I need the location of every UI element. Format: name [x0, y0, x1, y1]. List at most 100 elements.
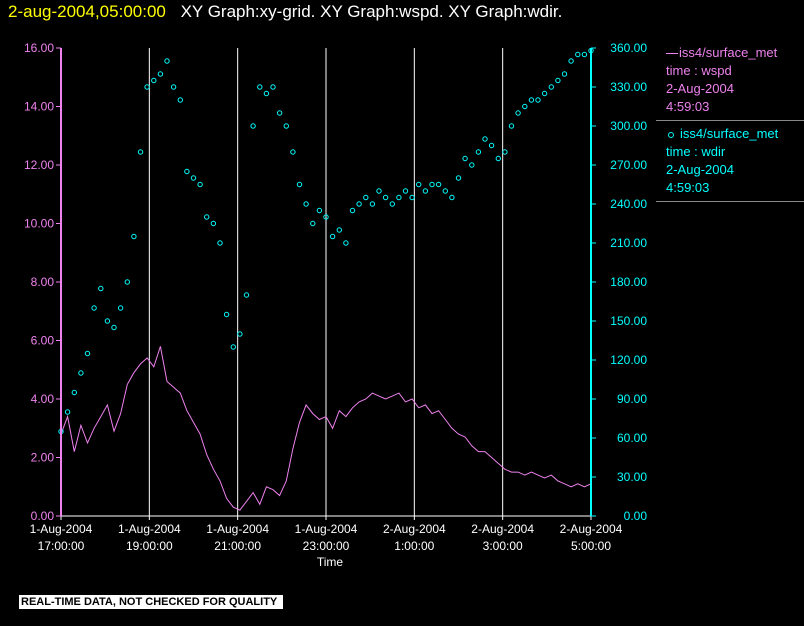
y-left-tick-label: 14.00	[24, 100, 54, 114]
y-right-tick-label: 0.00	[624, 509, 648, 523]
line-swatch-icon	[666, 53, 678, 55]
wdir-point	[296, 181, 303, 188]
legend-wspd-time: 4:59:03	[666, 99, 710, 114]
wdir-point	[250, 123, 256, 129]
y-right-tick-label: 150.00	[610, 314, 647, 328]
wdir-point	[356, 201, 362, 207]
wdir-point	[349, 207, 356, 214]
wdir-point	[416, 181, 422, 188]
wdir-point	[170, 84, 177, 90]
grid-layer	[148, 48, 504, 516]
legend-wspd-source: iss4/surface_met	[679, 45, 778, 60]
wdir-point	[210, 220, 217, 227]
y-right-tick-label: 90.00	[617, 392, 647, 406]
wdir-point	[104, 318, 111, 324]
wdir-point	[137, 149, 144, 155]
wdir-point	[455, 175, 462, 181]
legend-wdir-time-label: time : wdir	[666, 144, 726, 159]
wdir-point	[290, 149, 296, 155]
wdir-point	[270, 84, 276, 90]
legend-entry-wspd: iss4/surface_met time : wspd 2-Aug-2004 …	[656, 44, 804, 118]
wdir-point	[389, 201, 395, 207]
y-right-tick-label: 360.00	[610, 41, 647, 55]
wdir-point	[276, 110, 283, 116]
legend-entry-wdir: iss4/surface_met time : wdir 2-Aug-2004 …	[656, 125, 804, 199]
y-right-tick-label: 30.00	[617, 470, 647, 484]
wdir-point	[462, 155, 468, 162]
wdir-point	[283, 123, 289, 129]
wdir-point	[561, 71, 568, 77]
wdir-point	[488, 142, 495, 149]
wdir-point	[204, 214, 210, 220]
wdir-point	[422, 188, 429, 194]
wdir-point	[396, 194, 402, 201]
y-left-tick-label: 2.00	[31, 451, 55, 465]
wdir-point	[409, 194, 415, 201]
y-right-tick-label: 180.00	[610, 275, 647, 289]
wdir-point	[575, 51, 581, 58]
wdir-point	[495, 155, 501, 162]
wdir-point	[91, 305, 97, 311]
legend-divider	[656, 201, 804, 202]
series-layer	[58, 47, 594, 511]
legend-wdir-source: iss4/surface_met	[680, 126, 779, 141]
wdir-point	[568, 58, 574, 64]
wdir-point	[402, 188, 409, 194]
y-right-tick-label: 60.00	[617, 431, 647, 445]
title-bar: 2-aug-2004,05:00:00 XY Graph:xy-grid. XY…	[8, 1, 562, 25]
wdir-point	[435, 181, 442, 188]
wdir-point	[237, 331, 243, 337]
x-tick-label: 2-Aug-2004	[560, 522, 623, 536]
wdir-point	[257, 84, 263, 90]
wdir-point	[382, 194, 389, 201]
wdir-point	[310, 220, 316, 227]
wdir-point	[111, 324, 117, 331]
quality-disclaimer: REAL-TIME DATA, NOT CHECKED FOR QUALITY	[19, 595, 284, 609]
x-tick-label: 1-Aug-2004	[206, 522, 269, 536]
wdir-point	[84, 350, 91, 357]
wdir-point	[71, 389, 78, 396]
y-left-tick-label: 4.00	[31, 392, 55, 406]
y-right-tick-label: 120.00	[610, 353, 647, 367]
wdir-point	[243, 292, 250, 298]
y-left-tick-label: 12.00	[24, 158, 54, 172]
wdir-point	[508, 123, 515, 129]
legend-wspd-date: 2-Aug-2004	[666, 81, 734, 96]
legend-wspd-time-label: time : wspd	[666, 63, 732, 78]
dot-swatch-icon	[668, 131, 674, 138]
wdir-point	[78, 370, 84, 376]
title-graph-list: XY Graph:xy-grid. XY Graph:wspd. XY Grap…	[180, 2, 563, 21]
y-right-tick-label: 210.00	[610, 236, 647, 250]
wdir-point	[316, 207, 323, 214]
wdir-point	[522, 103, 528, 110]
wdir-point	[157, 71, 164, 77]
y-left-tick-label: 10.00	[24, 217, 54, 231]
y-left-tick-label: 6.00	[31, 334, 55, 348]
x-tick-label: 5:00:00	[571, 539, 611, 553]
wdir-point	[197, 181, 203, 188]
x-tick-label: 17:00:00	[38, 539, 85, 553]
legend-wdir-time: 4:59:03	[666, 180, 710, 195]
wdir-point	[469, 162, 475, 168]
wdir-point	[177, 97, 184, 103]
wdir-point	[369, 201, 376, 207]
y-right-tick-label: 300.00	[610, 119, 647, 133]
x-tick-label: 1-Aug-2004	[118, 522, 181, 536]
wdir-point	[124, 279, 131, 285]
title-date: 2-aug-2004,05:00:00	[8, 2, 166, 21]
wdir-point	[581, 51, 588, 58]
wdir-point	[429, 181, 435, 188]
wdir-point	[475, 149, 482, 155]
wdir-point	[528, 97, 535, 103]
wdir-point	[449, 194, 455, 201]
wdir-point	[502, 149, 508, 155]
x-tick-label: 1-Aug-2004	[295, 522, 358, 536]
y-left-tick-label: 8.00	[31, 275, 55, 289]
wdir-point	[144, 84, 150, 90]
y-left-tick-label: 0.00	[31, 509, 55, 523]
wdir-point	[515, 110, 521, 116]
x-axis-label: Time	[317, 555, 344, 569]
wdir-point	[117, 305, 124, 311]
x-tick-label: 2-Aug-2004	[383, 522, 446, 536]
x-tick-label: 3:00:00	[483, 539, 523, 553]
